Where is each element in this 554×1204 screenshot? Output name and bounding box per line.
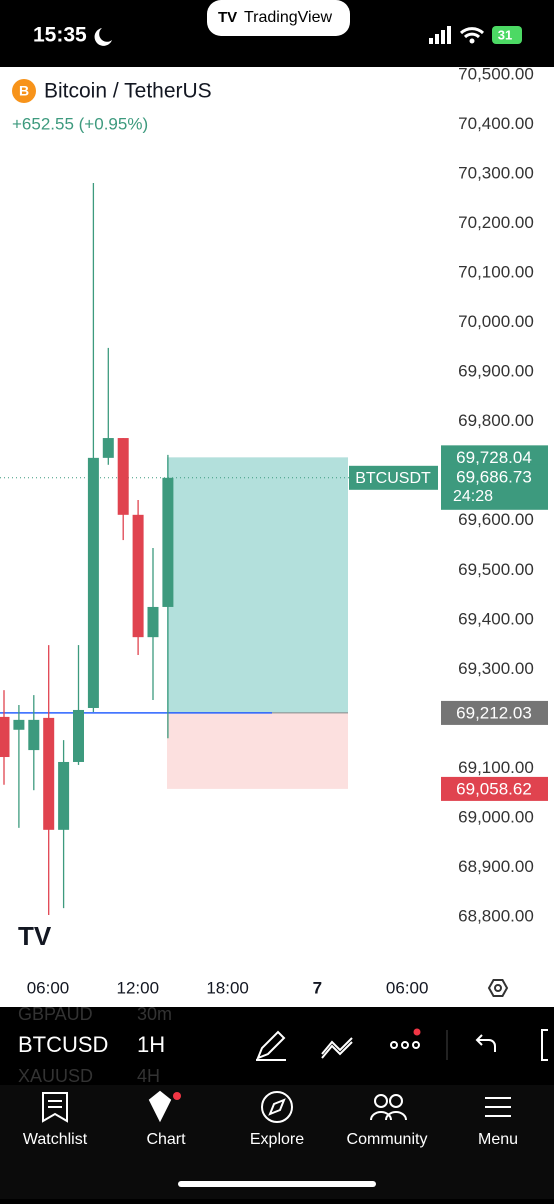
toolbar-symbol[interactable]: BTCUSD bbox=[18, 1032, 108, 1057]
moon-icon bbox=[94, 28, 112, 46]
home-indicator bbox=[178, 1181, 376, 1187]
price-change: +652.55 (+0.95%) bbox=[12, 114, 148, 133]
tv-watermark: TV bbox=[18, 921, 52, 951]
tab-label[interactable]: Community bbox=[347, 1131, 428, 1148]
y-tick-label: 69,400.00 bbox=[458, 609, 534, 628]
wifi-icon bbox=[459, 27, 485, 39]
y-tick-label: 69,600.00 bbox=[458, 510, 534, 529]
profit-zone bbox=[167, 457, 348, 713]
candle-body bbox=[0, 716, 10, 758]
chart-icon[interactable] bbox=[148, 1090, 172, 1123]
entry-label: 69,212.03 bbox=[456, 703, 532, 722]
last-price-badge bbox=[441, 464, 548, 510]
signal-icon bbox=[429, 26, 451, 44]
battery-level: 31 bbox=[498, 27, 512, 42]
y-tick-label: 69,300.00 bbox=[458, 659, 534, 678]
y-tick-label: 69,800.00 bbox=[458, 411, 534, 430]
candle-body bbox=[73, 709, 84, 762]
toolbar-interval[interactable]: 1H bbox=[137, 1032, 165, 1057]
candle-body bbox=[132, 514, 144, 638]
settings-icon[interactable] bbox=[487, 979, 509, 997]
countdown: 24:28 bbox=[453, 488, 493, 505]
candle-body bbox=[102, 438, 114, 458]
menu-icon[interactable] bbox=[485, 1097, 511, 1117]
clock: 15:35 bbox=[33, 24, 87, 47]
faded-symbol: XAUUSD bbox=[18, 1066, 93, 1086]
candle-body bbox=[58, 761, 70, 830]
community-icon[interactable] bbox=[370, 1094, 407, 1121]
x-tick-label: 06:00 bbox=[386, 978, 429, 997]
y-tick-label: 70,300.00 bbox=[458, 164, 534, 183]
y-tick-label: 68,800.00 bbox=[458, 906, 534, 925]
tab-label[interactable]: Explore bbox=[250, 1131, 304, 1148]
y-tick-label: 70,200.00 bbox=[458, 213, 534, 232]
tab-label[interactable]: Watchlist bbox=[23, 1131, 88, 1148]
watchlist-icon[interactable] bbox=[42, 1092, 68, 1123]
candle-body bbox=[87, 457, 99, 708]
btc-glyph: B bbox=[19, 83, 29, 99]
x-tick-label: 18:00 bbox=[206, 978, 249, 997]
candle-body bbox=[13, 719, 25, 730]
symbol-tag-label: BTCUSDT bbox=[355, 470, 431, 487]
y-tick-label: 70,400.00 bbox=[458, 114, 534, 133]
wifi-dot bbox=[469, 38, 475, 44]
candle-body bbox=[162, 477, 174, 607]
candle-body bbox=[117, 438, 129, 515]
candle-body bbox=[147, 606, 159, 638]
x-tick-label: 12:00 bbox=[117, 978, 160, 997]
candle-body bbox=[28, 719, 40, 751]
y-tick-label: 69,500.00 bbox=[458, 560, 534, 579]
x-tick-label: 7 bbox=[313, 978, 322, 997]
indicator-icon[interactable] bbox=[321, 1037, 353, 1059]
pill-logo: TV bbox=[218, 9, 237, 26]
tab-dot bbox=[173, 1092, 181, 1100]
entry-badge bbox=[441, 700, 548, 725]
y-tick-label: 69,900.00 bbox=[458, 362, 534, 381]
tab-bar bbox=[0, 1085, 554, 1199]
x-tick-label: 06:00 bbox=[27, 978, 70, 997]
last-price-label: 69,686.73 bbox=[456, 467, 532, 486]
symbol-tag bbox=[349, 465, 438, 490]
y-tick-label: 70,500.00 bbox=[458, 64, 534, 83]
y-tick-label: 69,100.00 bbox=[458, 758, 534, 777]
stop-label: 69,058.62 bbox=[456, 779, 532, 798]
draw-icon[interactable] bbox=[256, 1030, 286, 1061]
explore-icon[interactable] bbox=[261, 1091, 293, 1123]
plot: 70,500.00 70,400.00 70,300.00 70,200.00 70,1… bbox=[0, 64, 548, 997]
tab-label[interactable]: Menu bbox=[478, 1131, 518, 1148]
y-tick-label: 70,100.00 bbox=[458, 263, 534, 282]
undo-icon[interactable] bbox=[475, 1034, 496, 1052]
symbol-name[interactable]: Bitcoin / TetherUS bbox=[44, 80, 212, 103]
btc-icon bbox=[12, 79, 36, 103]
y-tick-label: 70,000.00 bbox=[458, 312, 534, 331]
notif-dot bbox=[413, 1028, 421, 1036]
app-pill[interactable] bbox=[207, 0, 350, 36]
target-label: 69,728.04 bbox=[456, 448, 532, 467]
tab-label[interactable]: Chart bbox=[146, 1131, 186, 1148]
faded-symbol: GBPAUD bbox=[18, 1004, 93, 1024]
y-tick-label: 69,000.00 bbox=[458, 807, 534, 826]
next-icon[interactable] bbox=[541, 1029, 548, 1061]
pill-text: TradingView bbox=[244, 9, 332, 26]
more-icon[interactable] bbox=[390, 1041, 420, 1049]
candle-body bbox=[43, 717, 55, 830]
loss-zone bbox=[167, 712, 348, 789]
battery-icon bbox=[492, 26, 522, 44]
faded-interval: 30m bbox=[137, 1004, 172, 1024]
y-tick-label: 68,900.00 bbox=[458, 857, 534, 876]
stop-badge bbox=[441, 776, 548, 801]
faded-interval: 4H bbox=[137, 1066, 160, 1086]
